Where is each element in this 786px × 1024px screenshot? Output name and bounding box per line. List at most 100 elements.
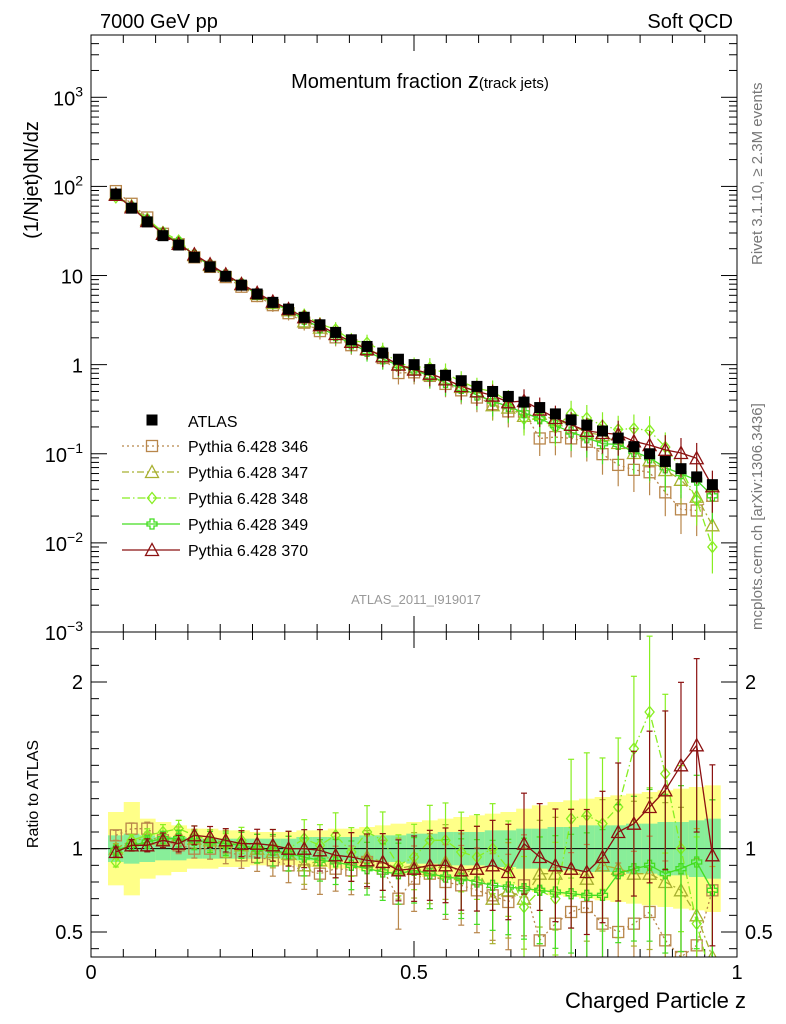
ratio-panel: 0.5 0.51 12 20 0.5 1 Ratio to ATLAS Charged P… <box>25 631 773 1013</box>
ratio-point-p370 <box>626 815 642 830</box>
data-point-p370 <box>673 445 689 460</box>
legend-marker-p346 <box>145 439 159 453</box>
main-title-var: z <box>468 68 479 93</box>
ratio-point-p370 <box>390 862 407 877</box>
ratio-point-p370 <box>328 847 344 862</box>
ratio-point-p370 <box>296 840 312 855</box>
ratio-point-p370 <box>704 847 720 862</box>
atlas-data-point <box>408 359 420 371</box>
ratio-point-p370 <box>469 860 485 875</box>
legend-marker-p370 <box>144 542 160 557</box>
ratio-point-p370 <box>406 860 422 875</box>
ratio-point-p370 <box>171 835 187 850</box>
ratio-y-tick-label-right: 2 <box>745 672 756 694</box>
main-y-tick-label-base: 1 <box>72 356 83 378</box>
atlas-data-point <box>235 279 247 291</box>
atlas-data-point <box>691 471 703 483</box>
ratio-point-p349 <box>549 886 562 898</box>
ratio-point-p370 <box>343 849 359 864</box>
analysis-annotation: ATLAS_2011_I919017 <box>351 592 481 607</box>
ratio-point-p349 <box>486 879 499 891</box>
atlas-data-point <box>283 303 295 315</box>
ratio-point-p370 <box>563 860 579 875</box>
ratio-point-p370 <box>139 837 155 852</box>
data-point-p347 <box>704 517 720 532</box>
atlas-data-point <box>706 479 718 491</box>
x-tick-label: 1 <box>731 962 742 984</box>
main-y-tick-label-base: 10 <box>53 88 75 110</box>
ratio-y-tick-label-right: 0.5 <box>745 922 773 944</box>
atlas-data-point <box>597 425 609 437</box>
legend-label-p347: Pythia 6.428 347 <box>188 465 308 482</box>
atlas-data-point <box>628 441 640 453</box>
ratio-point-p349 <box>502 881 514 893</box>
side-label-bottom: mcplots.cern.ch [arXiv:1306.3436] <box>749 403 766 630</box>
main-y-tick-label-base: 10 <box>61 267 83 289</box>
header-left: 7000 GeV pp <box>100 11 218 33</box>
ratio-point-p349 <box>596 889 609 901</box>
data-point-p370 <box>689 450 705 465</box>
main-y-tick-label-base: 10 <box>45 534 67 556</box>
ratio-point-p370 <box>375 854 391 869</box>
atlas-data-point <box>188 251 200 263</box>
atlas-data-point <box>471 380 483 392</box>
x-tick-label: 0 <box>85 962 96 984</box>
legend-label-p349: Pythia 6.428 349 <box>188 517 308 534</box>
main-y-label: (1/Njet)dN/dz <box>21 121 43 239</box>
ratio-point-p349 <box>439 871 452 883</box>
main-title-text: Momentum fraction <box>291 71 468 93</box>
ratio-point-p349 <box>173 833 185 845</box>
ratio-point-p370 <box>123 837 140 852</box>
ratio-point-p370 <box>485 857 501 872</box>
ratio-point-p370 <box>437 857 454 872</box>
ratio-point-p370 <box>547 857 564 872</box>
atlas-data-point <box>565 414 577 426</box>
main-y-tick-label-base: 10 <box>45 623 67 645</box>
atlas-data-point <box>549 408 561 420</box>
ratio-point-p370 <box>532 849 548 864</box>
ratio-y-tick-label-left: 2 <box>72 672 83 694</box>
ratio-point-p349 <box>581 889 593 901</box>
ratio-point-p349 <box>298 851 310 863</box>
data-point-p349 <box>534 413 546 425</box>
main-y-tick-label: 10 <box>61 267 83 289</box>
legend-marker-p348 <box>146 491 158 505</box>
main-y-tick-label-exp: −2 <box>67 529 83 545</box>
ratio-point-p370 <box>673 757 689 772</box>
atlas-data-point <box>110 188 122 200</box>
ratio-point-p370 <box>500 864 516 879</box>
legend-label-p346: Pythia 6.428 346 <box>188 439 308 456</box>
series-line-p346 <box>115 190 713 512</box>
ratio-point-p349 <box>220 838 232 850</box>
atlas-data-point <box>487 385 499 397</box>
atlas-data-point <box>204 261 216 273</box>
atlas-data-point <box>330 326 342 338</box>
main-y-tick-label: 10−1 <box>45 440 83 467</box>
main-y-tick-label: 103 <box>53 83 83 110</box>
ratio-point-p370 <box>594 849 611 864</box>
ratio-point-p349 <box>565 888 577 900</box>
ratio-point-p370 <box>186 827 202 842</box>
ratio-point-p348 <box>644 705 655 719</box>
atlas-data-point <box>220 270 232 282</box>
legend: ATLAS Pythia 6.428 346 Pythia 6.428 347 Pyt… <box>122 414 308 560</box>
ratio-frame <box>90 631 738 958</box>
data-point-p348 <box>707 540 718 554</box>
ratio-y-tick-label-left: 1 <box>72 839 83 861</box>
atlas-data-point <box>251 288 263 300</box>
atlas-data-point <box>534 402 546 414</box>
ratio-y-tick-label-left: 0.5 <box>55 922 83 944</box>
data-point-p349 <box>518 407 530 419</box>
ratio-point-p370 <box>453 862 469 877</box>
ratio-point-p370 <box>233 835 250 850</box>
atlas-data-point <box>455 375 467 387</box>
ratio-point-p349 <box>141 836 153 848</box>
ratio-y-label: Ratio to ATLAS <box>25 740 42 848</box>
legend-marker-p349 <box>146 518 158 530</box>
ratio-point-p349 <box>534 884 546 896</box>
ratio-point-p349 <box>691 856 703 868</box>
x-axis-label: Charged Particle z <box>565 988 746 1013</box>
legend-label-p348: Pythia 6.428 348 <box>188 491 308 508</box>
main-title: Momentum fraction z(track jets) <box>291 68 549 93</box>
